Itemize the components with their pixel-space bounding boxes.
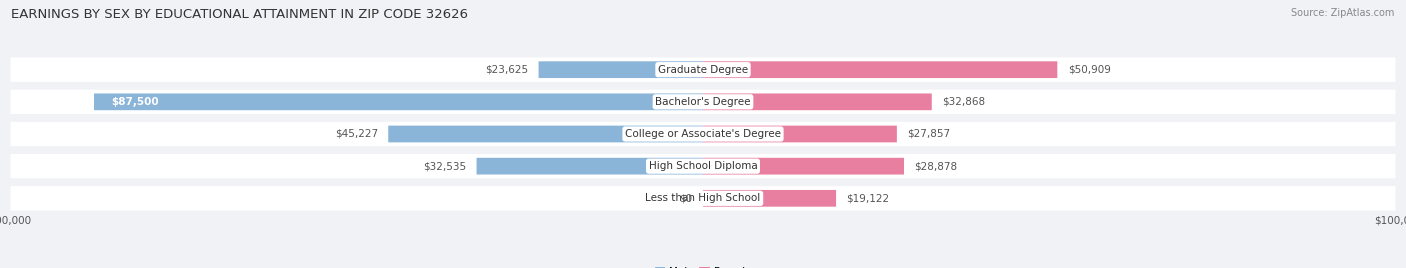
- FancyBboxPatch shape: [388, 126, 703, 142]
- Text: EARNINGS BY SEX BY EDUCATIONAL ATTAINMENT IN ZIP CODE 32626: EARNINGS BY SEX BY EDUCATIONAL ATTAINMEN…: [11, 8, 468, 21]
- FancyBboxPatch shape: [477, 158, 703, 174]
- FancyBboxPatch shape: [703, 158, 904, 174]
- Text: Less than High School: Less than High School: [645, 193, 761, 203]
- Text: $87,500: $87,500: [111, 97, 159, 107]
- Text: College or Associate's Degree: College or Associate's Degree: [626, 129, 780, 139]
- FancyBboxPatch shape: [94, 94, 703, 110]
- Text: $32,868: $32,868: [942, 97, 986, 107]
- Text: Graduate Degree: Graduate Degree: [658, 65, 748, 75]
- FancyBboxPatch shape: [10, 57, 1396, 82]
- Text: High School Diploma: High School Diploma: [648, 161, 758, 171]
- Text: Source: ZipAtlas.com: Source: ZipAtlas.com: [1291, 8, 1395, 18]
- FancyBboxPatch shape: [10, 154, 1396, 178]
- Text: $0: $0: [679, 193, 693, 203]
- Text: $27,857: $27,857: [907, 129, 950, 139]
- Text: Bachelor's Degree: Bachelor's Degree: [655, 97, 751, 107]
- FancyBboxPatch shape: [703, 61, 1057, 78]
- Text: $32,535: $32,535: [423, 161, 467, 171]
- Text: $50,909: $50,909: [1067, 65, 1111, 75]
- FancyBboxPatch shape: [538, 61, 703, 78]
- Text: $28,878: $28,878: [914, 161, 957, 171]
- FancyBboxPatch shape: [10, 90, 1396, 114]
- FancyBboxPatch shape: [703, 94, 932, 110]
- FancyBboxPatch shape: [10, 122, 1396, 146]
- FancyBboxPatch shape: [10, 186, 1396, 211]
- FancyBboxPatch shape: [703, 190, 837, 207]
- FancyBboxPatch shape: [703, 126, 897, 142]
- Legend: Male, Female: Male, Female: [651, 263, 755, 268]
- Text: $23,625: $23,625: [485, 65, 529, 75]
- Text: $19,122: $19,122: [846, 193, 890, 203]
- Text: $45,227: $45,227: [335, 129, 378, 139]
